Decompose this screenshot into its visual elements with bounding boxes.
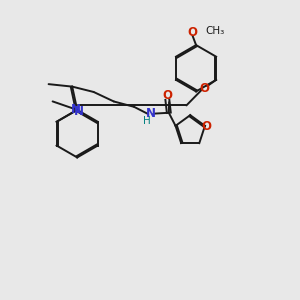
Text: N: N (146, 107, 155, 120)
Text: O: O (188, 26, 197, 39)
Text: CH₃: CH₃ (205, 26, 224, 36)
Text: N: N (74, 105, 84, 118)
Text: O: O (162, 89, 172, 102)
Text: N: N (71, 103, 81, 116)
Text: H: H (143, 116, 151, 125)
Text: O: O (201, 120, 212, 133)
Text: O: O (199, 82, 209, 95)
